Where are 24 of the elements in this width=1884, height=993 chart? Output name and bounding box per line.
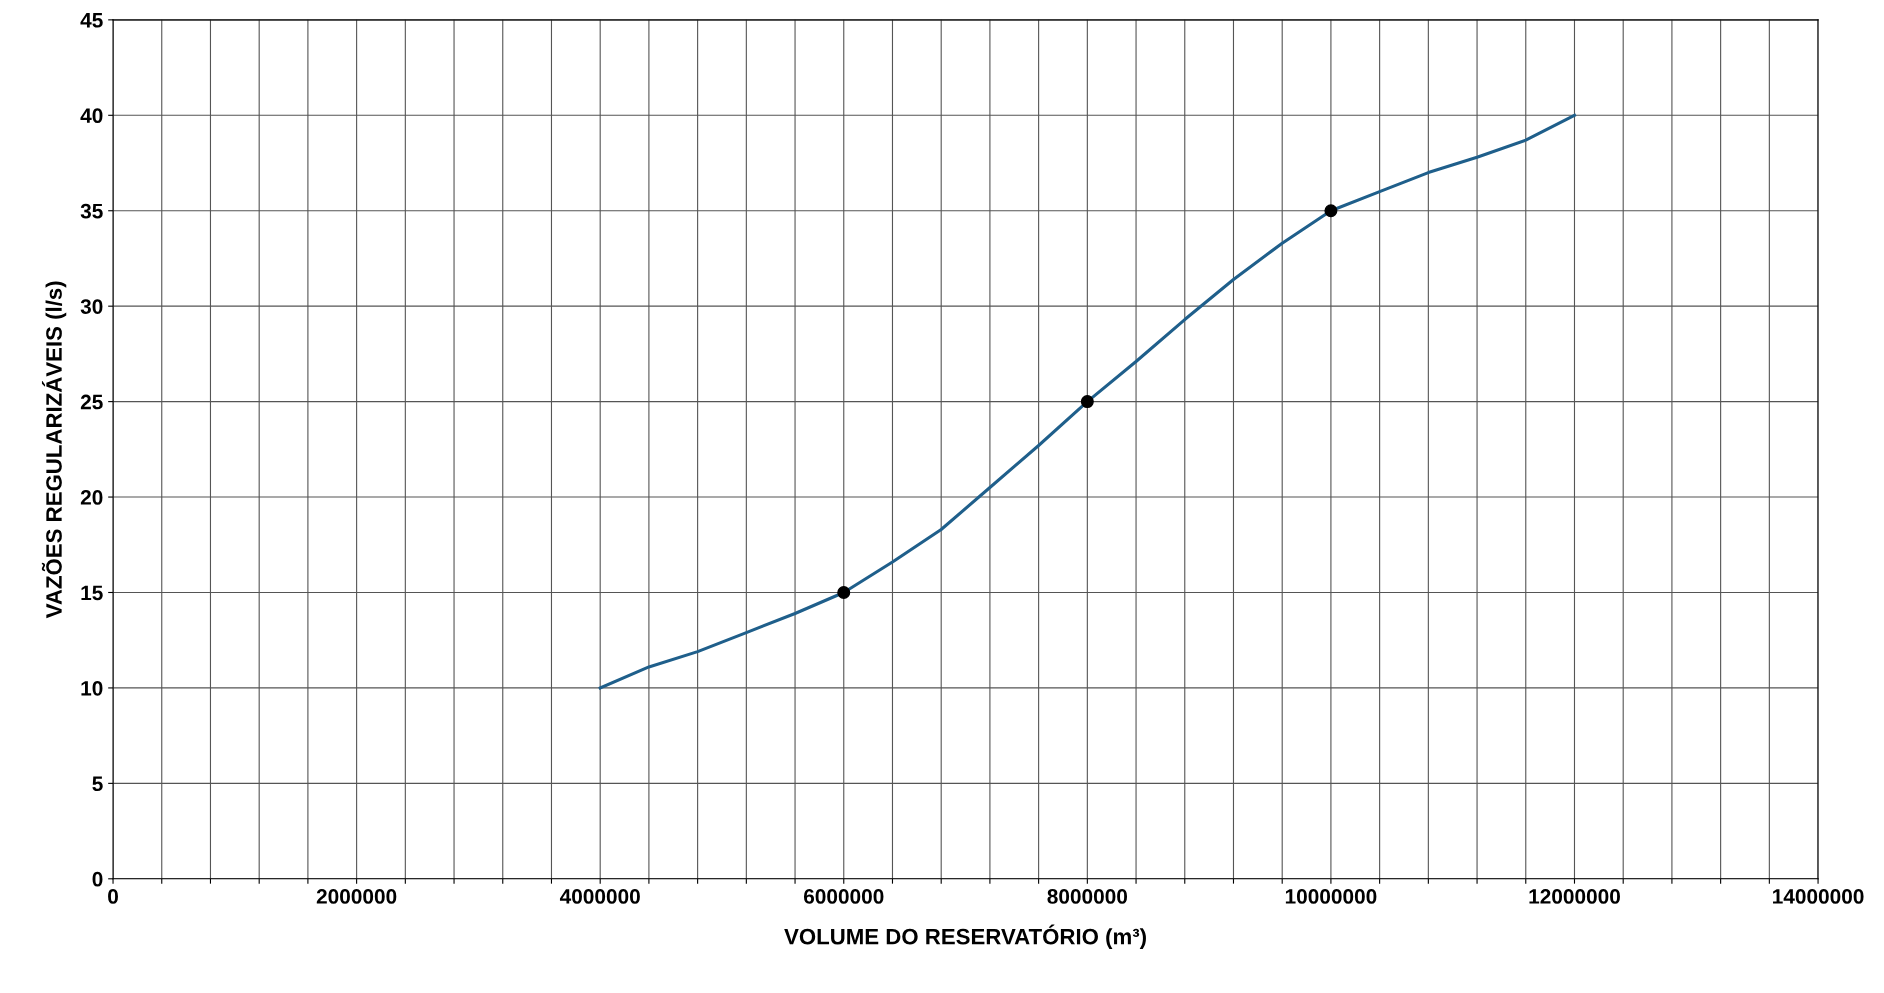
y-tick-label: 20 [80,490,103,505]
x-tick-label: 0 [108,889,118,904]
x-tick-label: 6000000 [803,889,884,904]
x-tick-label: 8000000 [1047,889,1128,904]
y-tick-label: 0 [92,871,103,887]
point [1080,395,1094,409]
y-tick-label: 15 [81,585,103,601]
x-tick-label: 12000000 [1529,889,1620,904]
point [1324,204,1338,218]
x-tick-label: 2000000 [316,889,397,904]
x-axis-title: VOLUME DO RESERVATÓRIO (m³) [784,924,1146,949]
x-tick-label: 10000000 [1285,889,1377,904]
y-tick-label: 10 [81,680,103,696]
line-series [598,113,1577,690]
y-tick-label: 35 [80,203,103,219]
x-tick-label: 14000000 [1773,889,1864,904]
y-tick-label: 5 [92,776,103,792]
y-tick-label: 25 [80,394,103,410]
y-tick-label: 30 [80,299,103,314]
y-tick-label: 45 [80,13,103,28]
y-tick-label: 40 [80,108,103,124]
point [837,585,851,599]
x-tick-label: 4000000 [559,889,640,904]
y-axis-title: VAZÕES REGULARIZÁVEIS (l/s) [41,281,67,619]
